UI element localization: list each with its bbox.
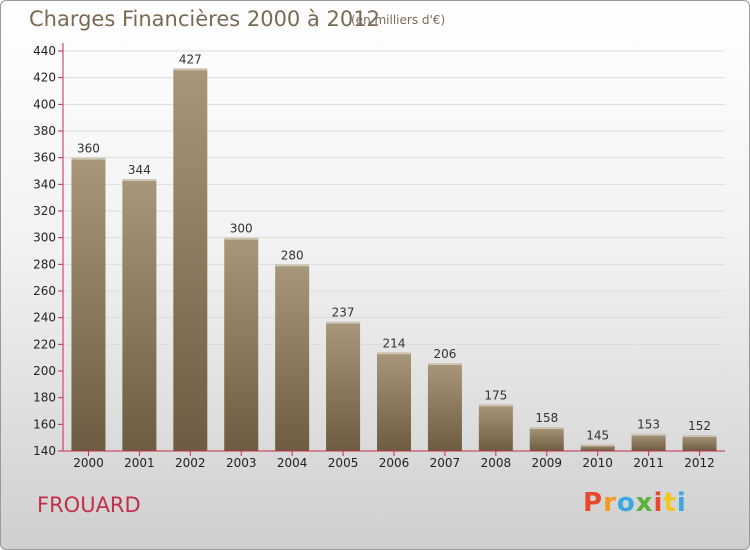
y-tick-label: 420 — [33, 71, 56, 85]
bar-2002 — [173, 68, 208, 451]
y-tick-label: 380 — [33, 124, 56, 138]
logo-letter: x — [635, 488, 654, 518]
bar-highlight — [71, 157, 106, 160]
commune-name: FROUARD — [37, 493, 141, 517]
x-tick-label: 2011 — [633, 456, 664, 470]
chart-title: Charges Financières 2000 à 2012 — [29, 7, 380, 31]
y-tick-label: 220 — [33, 337, 56, 351]
bar-2003 — [224, 237, 259, 451]
bar-2006 — [377, 352, 411, 451]
bar-highlight — [377, 352, 411, 355]
bars: 360 344 427 300 280 237 214 206 175 158 145 153 152 — [71, 52, 717, 451]
value-label: 300 — [230, 222, 253, 236]
bar-highlight — [275, 264, 310, 267]
bar-2007 — [427, 363, 462, 451]
x-tick-label: 2010 — [582, 456, 613, 470]
value-label: 153 — [637, 418, 660, 432]
y-tick-label: 200 — [33, 364, 56, 378]
x-tick-label: 2009 — [531, 456, 562, 470]
value-label: 214 — [383, 336, 406, 350]
x-axis-ticks: 2000 2001 2002 2003 2004 2005 2006 2007 2008 2009… — [73, 451, 715, 470]
y-tick-label: 360 — [33, 151, 56, 165]
bar-highlight — [326, 321, 361, 324]
x-tick-label: 2001 — [124, 456, 155, 470]
logo-letter: i — [653, 488, 664, 518]
x-tick-label: 2004 — [277, 456, 308, 470]
bar-2001 — [122, 179, 157, 451]
y-tick-label: 140 — [33, 444, 56, 458]
y-tick-label: 440 — [33, 44, 56, 58]
bar-highlight — [631, 433, 666, 436]
bar-2000 — [71, 157, 106, 451]
logo-letter: i — [676, 488, 687, 518]
bar-highlight — [427, 363, 462, 365]
bar-highlight — [580, 444, 615, 447]
x-tick-label: 2005 — [328, 456, 359, 470]
bar-highlight — [529, 427, 564, 429]
bar-highlight — [173, 68, 208, 71]
bar-highlight — [682, 435, 717, 437]
logo-letter: P — [583, 488, 604, 518]
x-tick-label: 2006 — [379, 456, 410, 470]
bar-2011 — [631, 433, 666, 451]
bar-2010 — [580, 444, 615, 451]
y-tick-label: 280 — [33, 257, 56, 271]
x-tick-label: 2008 — [481, 456, 512, 470]
value-label: 175 — [484, 388, 507, 402]
logo-letter: t — [663, 488, 677, 518]
value-label: 145 — [586, 428, 609, 442]
y-tick-label: 320 — [33, 204, 56, 218]
x-tick-label: 2002 — [175, 456, 206, 470]
y-tick-label: 340 — [33, 177, 56, 191]
value-label: 206 — [433, 347, 456, 361]
value-label: 158 — [535, 411, 558, 425]
value-label: 344 — [128, 163, 151, 177]
bar-2012 — [682, 435, 717, 451]
bar-highlight — [478, 404, 513, 407]
x-tick-label: 2000 — [73, 456, 104, 470]
y-tick-label: 240 — [33, 311, 56, 325]
value-label: 152 — [688, 419, 711, 433]
bar-highlight — [122, 179, 157, 181]
value-label: 280 — [281, 248, 304, 262]
value-label: 360 — [77, 142, 100, 156]
y-tick-label: 160 — [33, 417, 56, 431]
y-axis-ticks: 140 160 180 200 220 240 260 280 300 320 340 360 380 4… — [33, 44, 63, 458]
y-tick-label: 400 — [33, 97, 56, 111]
bar-highlight — [224, 237, 259, 240]
logo-letter: o — [616, 488, 636, 518]
logo-letter: r — [603, 488, 617, 518]
proxiti-logo[interactable]: Proxiti — [583, 488, 687, 518]
bar-2008 — [478, 404, 513, 451]
x-tick-label: 2003 — [226, 456, 257, 470]
x-tick-label: 2007 — [430, 456, 461, 470]
x-tick-label: 2012 — [684, 456, 715, 470]
chart-subtitle: (en milliers d'€) — [351, 13, 446, 27]
bar-2009 — [529, 427, 564, 451]
bar-2005 — [326, 321, 361, 451]
value-label: 237 — [332, 306, 355, 320]
bar-2004 — [275, 264, 310, 451]
y-tick-label: 300 — [33, 231, 56, 245]
y-tick-label: 260 — [33, 284, 56, 298]
y-tick-label: 180 — [33, 391, 56, 405]
value-label: 427 — [179, 52, 202, 66]
